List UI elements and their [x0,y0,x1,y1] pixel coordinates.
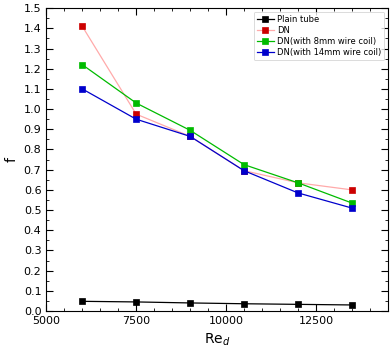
Line: DN: DN [80,24,355,193]
Plain tube [242,302,247,306]
DN(with 14mm wire coil) [134,117,138,121]
DN(with 14mm wire coil) [296,191,300,195]
Line: DN(with 14mm wire coil): DN(with 14mm wire coil) [80,86,355,211]
Plain tube [80,299,85,303]
DN [350,188,354,192]
DN(with 8mm wire coil) [188,128,192,132]
DN(with 8mm wire coil) [134,101,138,105]
Plain tube [188,301,192,305]
DN(with 8mm wire coil) [296,181,300,185]
DN [188,134,192,138]
Line: Plain tube: Plain tube [80,298,355,308]
DN [134,112,138,116]
Plain tube [296,302,300,307]
DN [242,169,247,173]
Line: DN(with 8mm wire coil): DN(with 8mm wire coil) [80,62,355,206]
DN(with 8mm wire coil) [242,163,247,167]
Y-axis label: f: f [4,157,18,162]
Plain tube [350,303,354,307]
X-axis label: Re$_d$: Re$_d$ [204,332,230,348]
DN [80,24,85,29]
Legend: Plain tube, DN, DN(with 8mm wire coil), DN(with 14mm wire coil): Plain tube, DN, DN(with 8mm wire coil), … [254,12,385,61]
DN(with 14mm wire coil) [188,134,192,138]
Plain tube [134,300,138,304]
DN(with 8mm wire coil) [80,63,85,67]
DN(with 14mm wire coil) [350,206,354,210]
DN(with 8mm wire coil) [350,201,354,205]
DN [296,181,300,185]
DN(with 14mm wire coil) [80,87,85,91]
DN(with 14mm wire coil) [242,169,247,173]
